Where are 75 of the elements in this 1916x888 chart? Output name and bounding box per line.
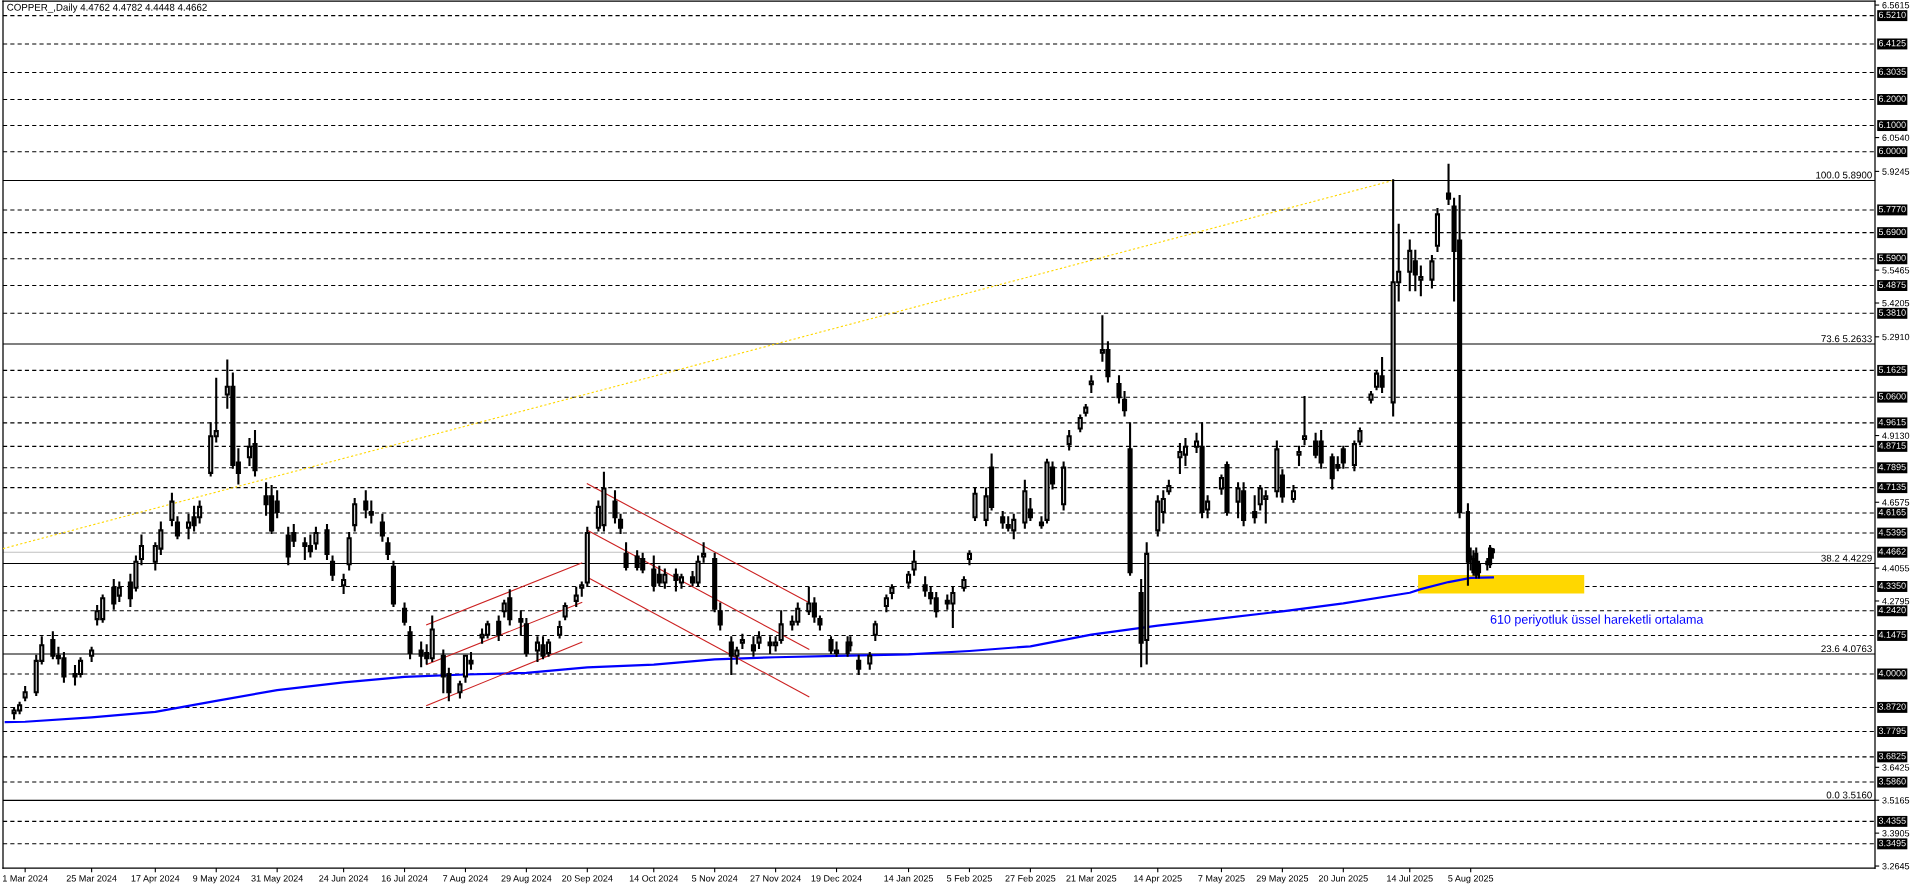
ref-line-label: 4.3350	[1878, 582, 1906, 589]
ref-line-label: 6.0000	[1878, 147, 1906, 155]
ref-line-label: 3.3495	[1878, 839, 1906, 847]
y-tick-label: 6.0540	[1882, 134, 1910, 141]
ref-line-label: 3.4355	[1878, 817, 1906, 824]
ref-line-label: 6.3035	[1878, 68, 1906, 75]
x-tick-label: 19 Dec 2024	[811, 875, 862, 882]
y-tick-label: 5.2910	[1882, 333, 1910, 341]
y-tick-label: 3.2645	[1882, 863, 1910, 870]
ref-line-label: 5.5900	[1878, 254, 1906, 262]
ref-line-label: 5.3810	[1878, 309, 1906, 316]
x-tick-label: 27 Feb 2025	[1005, 874, 1056, 882]
annotation: 0.0 3.5160	[1826, 791, 1872, 799]
ref-line-label: 3.8720	[1878, 703, 1906, 710]
x-tick-label: 7 Aug 2024	[443, 875, 489, 884]
x-tick-label: 7 May 2025	[1198, 875, 1245, 884]
ref-line-label: 4.5395	[1878, 529, 1906, 536]
x-tick-label: 20 Jun 2025	[1318, 875, 1368, 882]
annotation: 23.6 4.0763	[1821, 645, 1872, 653]
x-tick-label: 20 Sep 2024	[562, 875, 613, 884]
y-tick-label: 4.9130	[1882, 432, 1910, 439]
ref-line-label: 6.1000	[1878, 121, 1906, 128]
y-tick-label: 5.5465	[1882, 267, 1910, 274]
ref-line-label: 5.4875	[1878, 281, 1906, 288]
x-tick-label: 9 May 2024	[193, 875, 240, 884]
ref-line-label: 6.5210	[1878, 11, 1906, 19]
ref-line-label: 6.4125	[1878, 39, 1906, 47]
y-tick-label: 5.9245	[1882, 168, 1910, 175]
y-tick-label: 5.4205	[1882, 299, 1910, 307]
ref-line-label: 4.0000	[1878, 670, 1906, 677]
annotation: 73.6 5.2633	[1821, 335, 1872, 343]
x-tick-label: 1 Mar 2024	[3, 875, 48, 882]
ref-line-label: 5.7770	[1878, 205, 1906, 213]
text: 610 periyotluk üssel hareketli ortalama	[1490, 614, 1704, 627]
x-tick-label: 25 Mar 2024	[66, 875, 117, 882]
x-tick-label: 14 Jul 2025	[1387, 874, 1433, 882]
x-tick-label: 31 May 2024	[251, 875, 303, 884]
ref-line-label: 4.4662	[1878, 548, 1906, 555]
ref-line-label: 4.9615	[1878, 418, 1906, 426]
annotation: 38.2 4.4229	[1821, 554, 1872, 562]
x-tick-label: 5 Aug 2025	[1448, 875, 1494, 884]
y-tick-label: 3.3905	[1882, 830, 1910, 837]
y-tick-label: 4.4055	[1882, 565, 1910, 572]
ref-line-label: 5.1625	[1878, 366, 1906, 373]
ref-line-label: 3.6825	[1878, 752, 1906, 760]
y-tick-label: 3.5165	[1882, 797, 1910, 804]
ref-line-label: 4.2420	[1878, 606, 1906, 614]
x-tick-label: 27 Nov 2024	[750, 875, 801, 882]
ref-line-label: 6.2000	[1878, 95, 1906, 102]
ref-line-label: 4.6165	[1878, 509, 1906, 516]
x-tick-label: 14 Jan 2025	[884, 875, 934, 882]
ref-line-label: 4.1475	[1878, 631, 1906, 638]
x-tick-label: 14 Oct 2024	[629, 875, 679, 882]
ref-line-label: 5.0600	[1878, 393, 1906, 400]
x-tick-label: 5 Nov 2024	[691, 875, 738, 882]
x-tick-label: 5 Feb 2025	[946, 874, 992, 882]
y-tick-label: 3.6425	[1882, 764, 1910, 771]
x-tick-label: 29 May 2025	[1256, 875, 1309, 884]
ref-line-label: 5.6900	[1878, 228, 1906, 236]
ref-line-label: 4.7135	[1878, 483, 1906, 491]
ref-line-label: 3.5860	[1878, 778, 1906, 785]
annotation: 100.0 5.8900	[1816, 171, 1872, 179]
chart-title: COPPER_,Daily 4.4762 4.4782 4.4448 4.4662	[7, 3, 207, 13]
x-tick-label: 21 Mar 2025	[1066, 875, 1117, 882]
x-tick-label: 14 Apr 2025	[1134, 875, 1182, 884]
x-tick-label: 17 Apr 2024	[131, 875, 180, 884]
x-tick-label: 24 Jun 2024	[319, 875, 369, 882]
ref-line-label: 3.7795	[1878, 727, 1906, 734]
y-tick-label: 4.6575	[1882, 499, 1910, 506]
y-tick-label: 6.5615	[1882, 2, 1910, 9]
y-tick-label: 4.2795	[1882, 597, 1910, 605]
x-tick-label: 29 Aug 2024	[501, 875, 552, 884]
x-tick-label: 16 Jul 2024	[381, 874, 428, 882]
ref-line-label: 4.7895	[1878, 463, 1906, 471]
ref-line-label: 4.8715	[1878, 442, 1906, 449]
